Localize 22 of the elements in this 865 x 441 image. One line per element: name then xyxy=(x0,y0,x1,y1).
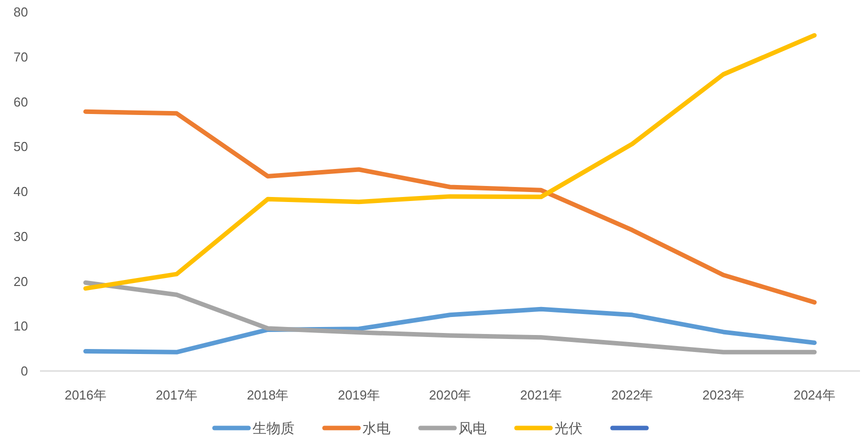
y-tick-label: 60 xyxy=(14,94,28,110)
x-tick-label: 2019年 xyxy=(338,388,380,402)
y-tick-label: 80 xyxy=(14,4,28,20)
x-tick-label: 2016年 xyxy=(64,388,107,402)
x-tick-label: 2020年 xyxy=(429,388,471,402)
x-tick-label: 2018年 xyxy=(246,388,289,402)
legend-label: 水电 xyxy=(362,420,390,436)
y-tick-label: 50 xyxy=(14,139,28,154)
y-tick-label: 40 xyxy=(14,184,28,199)
y-tick-label: 10 xyxy=(14,318,28,334)
x-tick-label: 2024年 xyxy=(793,388,836,402)
legend-label: 生物质 xyxy=(252,420,294,436)
x-tick-label: 2021年 xyxy=(520,388,562,402)
x-tick-label: 2023年 xyxy=(702,388,744,402)
legend-label: 光伏 xyxy=(554,420,582,436)
legend-label: 风电 xyxy=(458,420,486,436)
y-tick-label: 0 xyxy=(20,364,28,378)
y-tick-label: 30 xyxy=(14,228,28,244)
x-tick-label: 2022年 xyxy=(611,388,654,402)
y-tick-label: 70 xyxy=(14,49,28,64)
y-tick-label: 20 xyxy=(14,274,28,289)
x-tick-label: 2017年 xyxy=(156,388,198,402)
